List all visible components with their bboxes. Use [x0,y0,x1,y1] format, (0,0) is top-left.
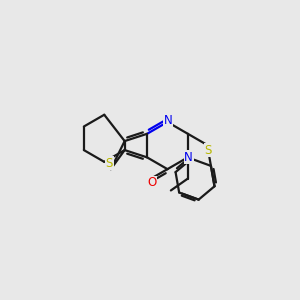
Text: N: N [184,151,193,164]
Text: S: S [204,144,212,157]
Text: S: S [106,157,113,170]
Text: N: N [164,114,173,127]
Text: O: O [147,176,157,189]
